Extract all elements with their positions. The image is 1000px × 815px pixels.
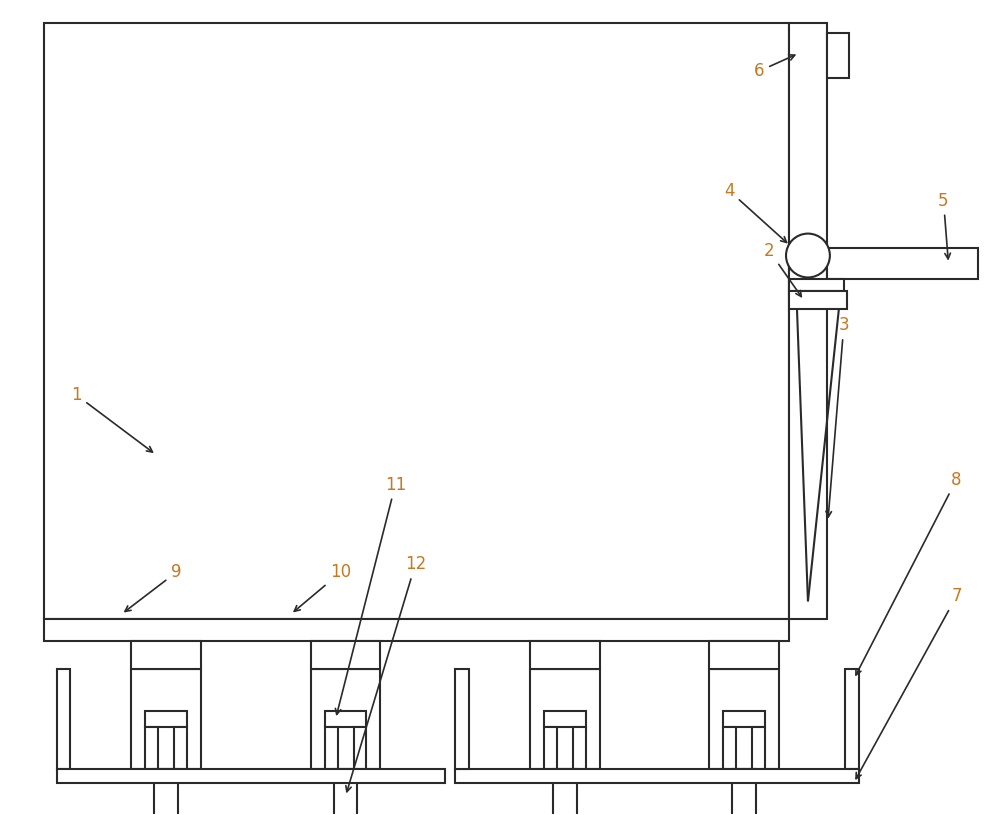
Text: 11: 11 bbox=[335, 476, 406, 715]
Bar bbox=[709, 669, 779, 769]
Text: 2: 2 bbox=[764, 241, 801, 297]
Bar bbox=[44, 24, 789, 619]
Bar bbox=[131, 641, 201, 669]
Circle shape bbox=[786, 234, 830, 277]
Text: 5: 5 bbox=[938, 192, 950, 259]
Bar bbox=[709, 641, 779, 669]
Bar bbox=[845, 669, 859, 769]
Text: 1: 1 bbox=[71, 386, 152, 452]
Bar bbox=[789, 280, 844, 292]
Text: 13: 13 bbox=[0, 814, 1, 815]
Bar bbox=[131, 669, 201, 769]
Bar bbox=[827, 248, 978, 280]
Bar bbox=[789, 292, 847, 310]
Bar bbox=[145, 727, 158, 769]
Bar bbox=[455, 669, 469, 769]
Text: 3: 3 bbox=[826, 316, 849, 517]
Bar bbox=[154, 769, 178, 815]
Bar bbox=[57, 769, 445, 782]
Bar bbox=[530, 641, 600, 669]
Bar bbox=[354, 727, 366, 769]
Text: 9: 9 bbox=[125, 563, 181, 611]
Text: 8: 8 bbox=[856, 471, 962, 675]
Text: 12: 12 bbox=[346, 556, 426, 791]
Bar bbox=[573, 727, 586, 769]
Bar bbox=[325, 711, 366, 727]
Bar bbox=[752, 727, 765, 769]
Bar bbox=[44, 619, 789, 641]
Bar bbox=[732, 769, 756, 815]
Bar bbox=[334, 769, 357, 815]
Bar bbox=[145, 711, 187, 727]
Bar bbox=[530, 669, 600, 769]
Bar bbox=[311, 641, 380, 669]
Bar bbox=[325, 727, 338, 769]
Text: 14: 14 bbox=[0, 814, 1, 815]
Bar bbox=[311, 669, 380, 769]
Bar bbox=[57, 669, 70, 769]
Bar bbox=[544, 711, 586, 727]
Text: 6: 6 bbox=[754, 55, 795, 80]
Bar bbox=[544, 727, 557, 769]
Bar bbox=[723, 711, 765, 727]
Bar bbox=[553, 769, 577, 815]
Text: 7: 7 bbox=[856, 588, 962, 778]
Bar bbox=[789, 24, 827, 619]
Bar bbox=[455, 769, 859, 782]
Text: 10: 10 bbox=[294, 563, 351, 611]
Bar bbox=[723, 727, 736, 769]
Bar bbox=[174, 727, 187, 769]
Text: 4: 4 bbox=[724, 182, 787, 242]
Bar bbox=[827, 33, 849, 78]
